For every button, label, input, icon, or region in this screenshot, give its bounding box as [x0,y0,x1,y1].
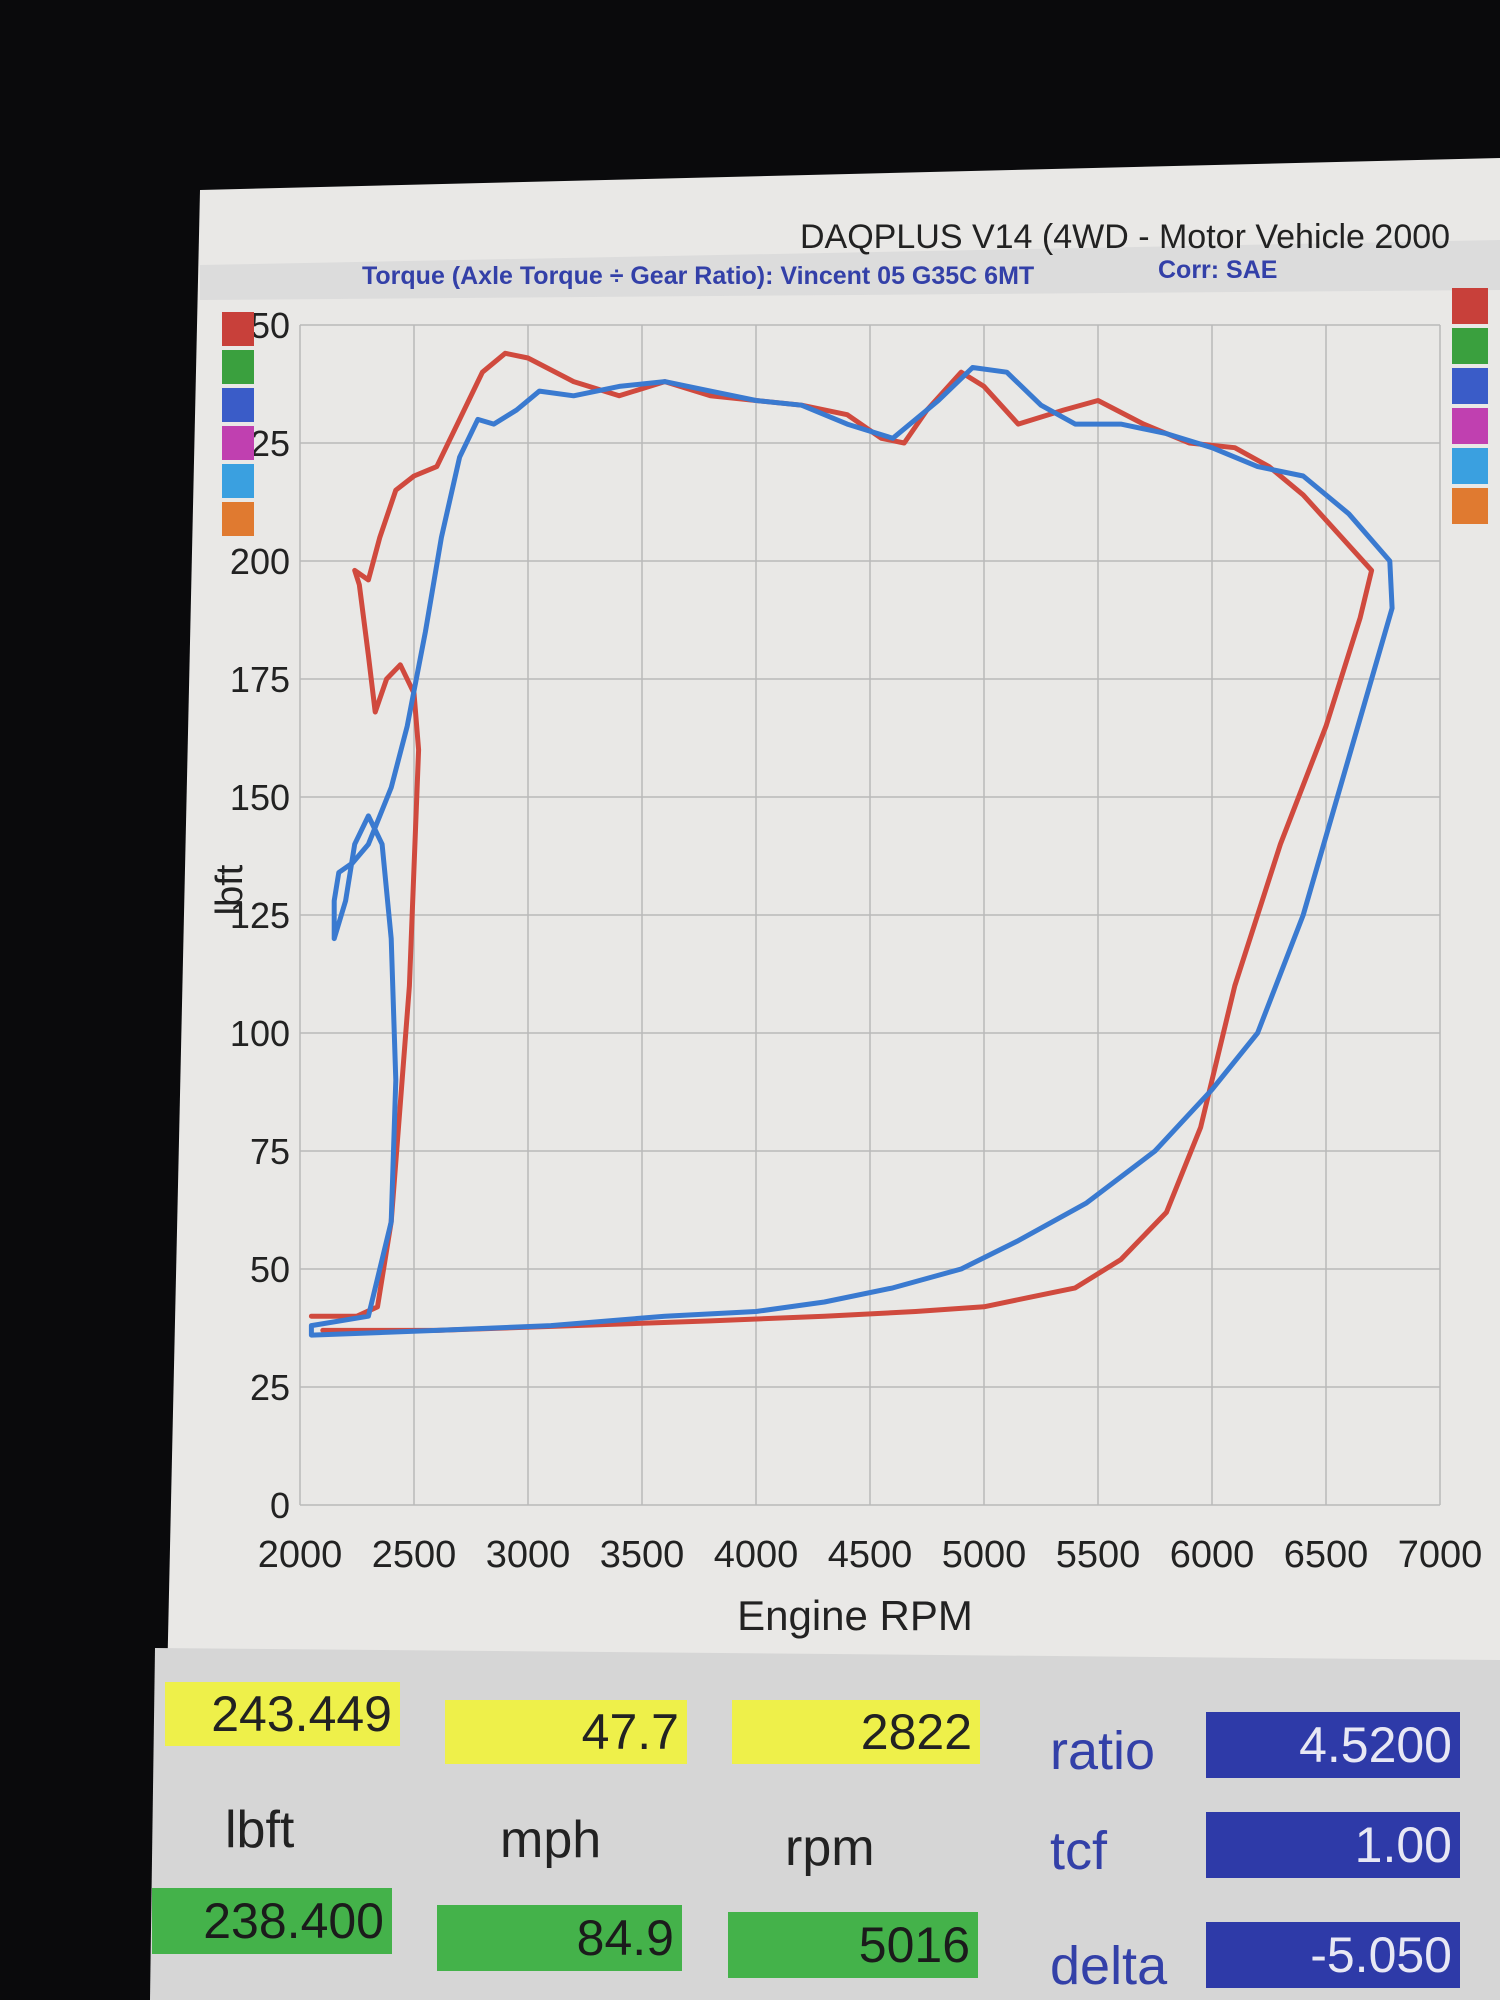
x-tick-label: 5500 [1056,1534,1141,1576]
y-tick-label: 200 [230,541,290,582]
x-tick-label: 2500 [372,1534,457,1576]
legend-swatch-right [1452,408,1488,444]
legend-swatch-left [222,388,254,422]
readout-rpm-2: 5016 [728,1912,978,1978]
header-band [200,240,1500,300]
legend-swatch-left [222,312,254,346]
tick-labels: 2000 2500 3000 3500 4000 4500 5000 5500 6000 6500… [230,305,1482,1576]
unit-rpm: rpm [785,1819,875,1877]
legend-swatch-left [222,426,254,460]
x-tick-label: 4000 [714,1534,799,1576]
unit-lbft: lbft [225,1801,295,1859]
label-ratio: ratio [1050,1721,1156,1781]
readout-speed-2: 84.9 [437,1905,682,1971]
correction-label: Corr: SAE [1158,256,1278,284]
legend-swatch-right [1452,448,1488,484]
value-ratio: 4.5200 [1206,1712,1460,1778]
label-delta: delta [1050,1936,1168,1996]
series-line-2 [308,365,1395,1338]
x-tick-label: 5000 [942,1534,1027,1576]
legend-swatch-left [222,464,254,498]
y-tick-label: 75 [250,1131,290,1172]
y-tick-label: 0 [270,1485,290,1526]
x-tick-label: 3500 [600,1534,685,1576]
unit-mph: mph [500,1811,602,1869]
legend-swatch-right [1452,328,1488,364]
readout-torque-1: 243.449 [165,1682,400,1746]
y-tick-label: 150 [230,777,290,818]
y-tick-label: 25 [250,1367,290,1408]
x-tick-label: 4500 [828,1534,913,1576]
legend-swatch-right [1452,288,1488,324]
y-axis-label: lbft [209,864,251,915]
header-title: DAQPLUS V14 (4WD - Motor Vehicle 2000 [800,218,1451,256]
label-tcf: tcf [1050,1821,1108,1881]
x-tick-label: 6000 [1170,1534,1255,1576]
y-tick-label: 50 [250,1249,290,1290]
readout-speed-1: 47.7 [445,1700,687,1764]
x-axis-label: Engine RPM [737,1592,973,1639]
y-tick-label: 125 [230,895,290,936]
legend-swatches [222,288,1488,536]
y-tick-label: 175 [230,659,290,700]
legend-swatch-left [222,502,254,536]
chart-series [308,350,1395,1338]
readout-torque-2: 238.400 [152,1888,392,1954]
readout-rpm-1: 2822 [732,1700,980,1764]
chart-subtitle: Torque (Axle Torque ÷ Gear Ratio): Vince… [362,262,1035,290]
legend-swatch-right [1452,368,1488,404]
legend-swatch-left [222,350,254,384]
value-tcf: 1.00 [1206,1812,1460,1878]
x-tick-label: 6500 [1284,1534,1369,1576]
x-tick-label: 7000 [1398,1534,1483,1576]
x-tick-label: 2000 [258,1534,343,1576]
x-tick-label: 3000 [486,1534,571,1576]
legend-swatch-right [1452,488,1488,524]
value-delta: -5.050 [1206,1922,1460,1988]
paper-sheet [160,158,1500,2000]
y-tick-label: 100 [230,1013,290,1054]
